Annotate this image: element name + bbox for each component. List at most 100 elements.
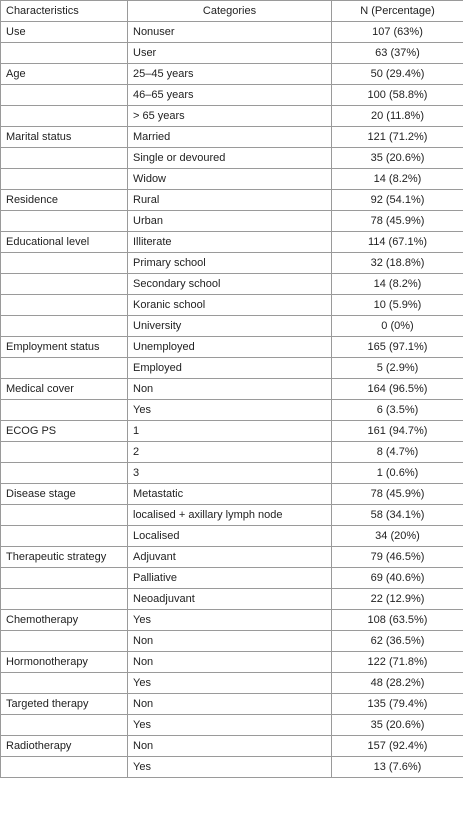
count-cell: 122 (71.8%)	[331, 651, 463, 673]
characteristic-cell	[0, 147, 128, 169]
category-cell: Secondary school	[127, 273, 332, 295]
category-cell: User	[127, 42, 332, 64]
characteristic-cell	[0, 462, 128, 484]
table-row: Widow 14 (8.2%)	[0, 168, 463, 190]
characteristic-cell	[0, 588, 128, 610]
table-row: University 0 (0%)	[0, 315, 463, 337]
table-row: Use Nonuser 107 (63%)	[0, 21, 463, 43]
characteristic-cell	[0, 630, 128, 652]
characteristic-cell: Disease stage	[0, 483, 128, 505]
characteristic-cell	[0, 210, 128, 232]
category-cell: Single or devoured	[127, 147, 332, 169]
characteristic-cell	[0, 294, 128, 316]
characteristic-cell	[0, 357, 128, 379]
category-cell: University	[127, 315, 332, 337]
category-cell: Non	[127, 735, 332, 757]
header-cell: Characteristics	[0, 0, 128, 22]
characteristic-cell	[0, 399, 128, 421]
header-cell: Categories	[127, 0, 332, 22]
category-cell: Employed	[127, 357, 332, 379]
count-cell: 34 (20%)	[331, 525, 463, 547]
table-row: Employment status Unemployed 165 (97.1%)	[0, 336, 463, 358]
count-cell: 14 (8.2%)	[331, 168, 463, 190]
category-cell: Yes	[127, 399, 332, 421]
category-cell: Yes	[127, 756, 332, 778]
table-row: Age 25–45 years 50 (29.4%)	[0, 63, 463, 85]
category-cell: Neoadjuvant	[127, 588, 332, 610]
table-row: Non 62 (36.5%)	[0, 630, 463, 652]
count-cell: 6 (3.5%)	[331, 399, 463, 421]
count-cell: 63 (37%)	[331, 42, 463, 64]
category-cell: Yes	[127, 672, 332, 694]
header-cell: N (Percentage)	[331, 0, 463, 22]
count-cell: 5 (2.9%)	[331, 357, 463, 379]
table-row: ECOG PS 1 161 (94.7%)	[0, 420, 463, 442]
category-cell: 25–45 years	[127, 63, 332, 85]
characteristic-cell	[0, 756, 128, 778]
count-cell: 20 (11.8%)	[331, 105, 463, 127]
count-cell: 161 (94.7%)	[331, 420, 463, 442]
table-row: Residence Rural 92 (54.1%)	[0, 189, 463, 211]
table-row: Disease stage Metastatic 78 (45.9%)	[0, 483, 463, 505]
category-cell: Yes	[127, 609, 332, 631]
table-row: Therapeutic strategy Adjuvant 79 (46.5%)	[0, 546, 463, 568]
category-cell: Urban	[127, 210, 332, 232]
characteristic-cell	[0, 672, 128, 694]
count-cell: 10 (5.9%)	[331, 294, 463, 316]
count-cell: 114 (67.1%)	[331, 231, 463, 253]
table-row: Yes 48 (28.2%)	[0, 672, 463, 694]
count-cell: 78 (45.9%)	[331, 483, 463, 505]
category-cell: > 65 years	[127, 105, 332, 127]
count-cell: 165 (97.1%)	[331, 336, 463, 358]
count-cell: 48 (28.2%)	[331, 672, 463, 694]
category-cell: Primary school	[127, 252, 332, 274]
category-cell: Illiterate	[127, 231, 332, 253]
table-row: Primary school 32 (18.8%)	[0, 252, 463, 274]
category-cell: Localised	[127, 525, 332, 547]
category-cell: localised + axillary lymph node	[127, 504, 332, 526]
category-cell: 2	[127, 441, 332, 463]
table-row: Employed 5 (2.9%)	[0, 357, 463, 379]
table-row: Yes 13 (7.6%)	[0, 756, 463, 778]
count-cell: 13 (7.6%)	[331, 756, 463, 778]
count-cell: 32 (18.8%)	[331, 252, 463, 274]
table-row: Hormonotherapy Non 122 (71.8%)	[0, 651, 463, 673]
count-cell: 79 (46.5%)	[331, 546, 463, 568]
characteristic-cell: Therapeutic strategy	[0, 546, 128, 568]
count-cell: 121 (71.2%)	[331, 126, 463, 148]
characteristic-cell	[0, 441, 128, 463]
data-table: Characteristics Categories N (Percentage…	[0, 0, 463, 778]
count-cell: 108 (63.5%)	[331, 609, 463, 631]
category-cell: Metastatic	[127, 483, 332, 505]
category-cell: Non	[127, 630, 332, 652]
count-cell: 69 (40.6%)	[331, 567, 463, 589]
characteristic-cell: Marital status	[0, 126, 128, 148]
table-row: Neoadjuvant 22 (12.9%)	[0, 588, 463, 610]
table-row: Single or devoured 35 (20.6%)	[0, 147, 463, 169]
category-cell: Nonuser	[127, 21, 332, 43]
category-cell: 3	[127, 462, 332, 484]
category-cell: Non	[127, 693, 332, 715]
characteristic-cell	[0, 105, 128, 127]
header-row: Characteristics Categories N (Percentage…	[0, 0, 463, 22]
characteristic-cell: Educational level	[0, 231, 128, 253]
characteristic-cell: Residence	[0, 189, 128, 211]
count-cell: 58 (34.1%)	[331, 504, 463, 526]
category-cell: Adjuvant	[127, 546, 332, 568]
count-cell: 107 (63%)	[331, 21, 463, 43]
table-row: Marital status Married 121 (71.2%)	[0, 126, 463, 148]
characteristic-cell	[0, 504, 128, 526]
table-row: User 63 (37%)	[0, 42, 463, 64]
characteristic-cell	[0, 252, 128, 274]
table-row: Urban 78 (45.9%)	[0, 210, 463, 232]
category-cell: Non	[127, 651, 332, 673]
characteristic-cell: Radiotherapy	[0, 735, 128, 757]
characteristic-cell	[0, 168, 128, 190]
category-cell: 46–65 years	[127, 84, 332, 106]
category-cell: Married	[127, 126, 332, 148]
count-cell: 14 (8.2%)	[331, 273, 463, 295]
table-row: 46–65 years 100 (58.8%)	[0, 84, 463, 106]
